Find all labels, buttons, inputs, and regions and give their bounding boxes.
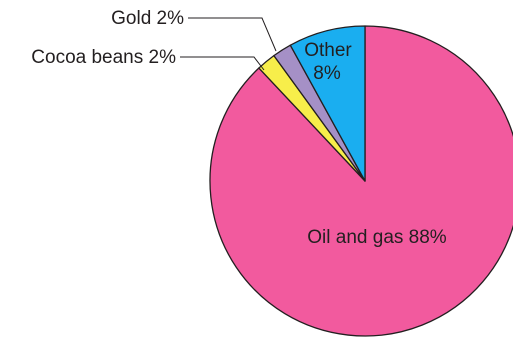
cocoa-leader-line	[180, 56, 265, 71]
oil-and-gas-label: Oil and gas 88%	[307, 227, 447, 248]
gold-leader-line	[188, 17, 277, 52]
cocoa-beans-label: Cocoa beans 2%	[31, 47, 176, 68]
pie-slice-oil-and-gas	[209, 25, 513, 337]
other-label-value: 8%	[313, 63, 341, 84]
other-label-name: Other	[304, 40, 352, 61]
gold-label: Gold 2%	[111, 8, 184, 29]
pie-slice-other	[289, 25, 366, 182]
pie-slices	[209, 25, 513, 337]
